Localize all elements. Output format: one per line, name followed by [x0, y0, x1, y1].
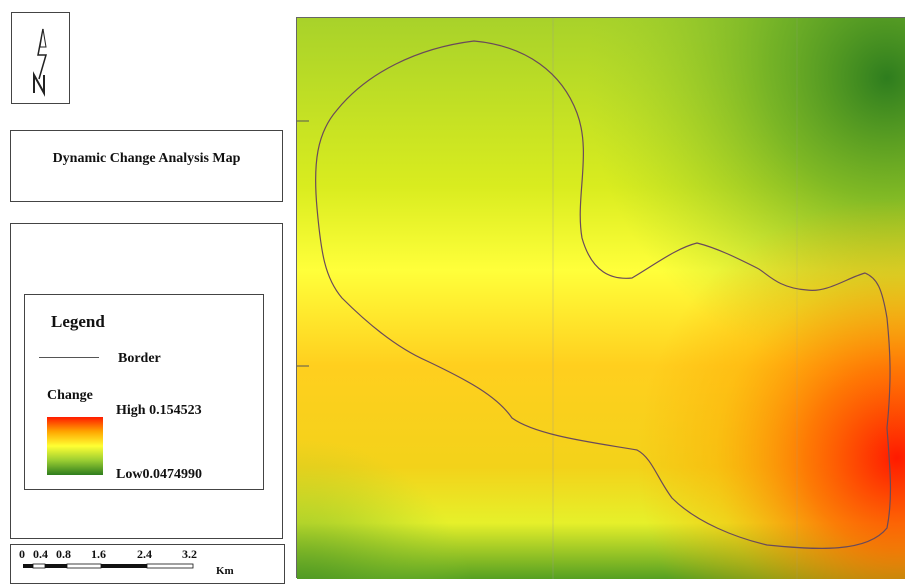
scale-unit-label: Km [216, 565, 234, 577]
color-ramp [47, 417, 103, 475]
scale-tick-5: 3.2 [182, 547, 197, 561]
legend-box: Legend Border Change High 0.154523 Low0.… [24, 294, 264, 490]
border-line-symbol [39, 357, 99, 358]
scale-tick-2: 0.8 [56, 547, 71, 561]
map-frame [296, 17, 905, 579]
study-area-border [315, 40, 892, 549]
scale-bar-panel: 0 0.4 0.8 1.6 2.4 3.2 Km [10, 544, 285, 584]
scale-tick-0: 0 [19, 547, 25, 561]
scale-tick-4: 2.4 [137, 547, 152, 561]
title-panel: Dynamic Change Analysis Map [10, 130, 283, 202]
change-label: Change [47, 388, 93, 403]
north-arrow-panel [11, 12, 70, 104]
scale-tick-1: 0.4 [33, 547, 48, 561]
scale-bar-graphic [23, 563, 194, 569]
north-arrow-icon [33, 28, 47, 97]
raster-map [297, 18, 905, 579]
low-value-label: Low0.0474990 [116, 467, 202, 482]
map-title: Dynamic Change Analysis Map [52, 151, 241, 166]
high-value-label: High 0.154523 [116, 403, 202, 418]
scale-tick-3: 1.6 [91, 547, 106, 561]
border-label: Border [118, 351, 161, 366]
legend-heading: Legend [51, 312, 105, 331]
